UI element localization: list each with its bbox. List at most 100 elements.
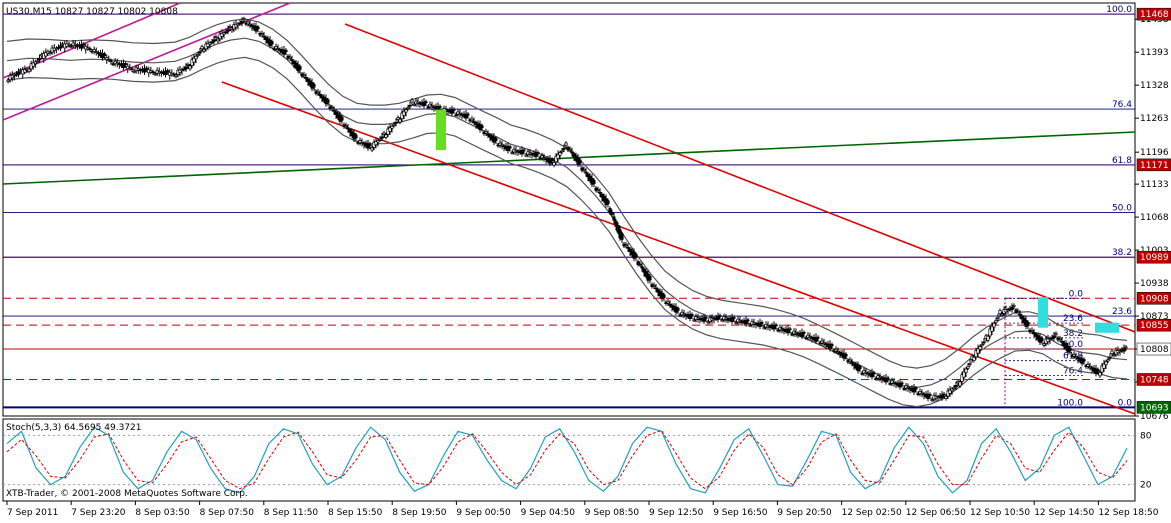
candle-body: [422, 101, 426, 107]
candle-body: [58, 45, 63, 49]
candle-body: [48, 52, 52, 54]
candle-body: [228, 25, 232, 28]
candle-body: [1018, 313, 1022, 316]
time-tick-label: 8 Sep 19:50: [392, 508, 447, 518]
time-tick-label: 9 Sep 16:50: [713, 508, 768, 518]
candle-body: [130, 68, 134, 70]
copyright-text: XTB-Trader, © 2001-2008 MetaQuotes Softw…: [6, 489, 248, 499]
candle-body: [1102, 363, 1106, 369]
candle-body: [554, 155, 558, 163]
stoch-signal-line[interactable]: [6, 429, 1128, 490]
candle-body: [976, 348, 980, 354]
candle-body: [1124, 346, 1128, 349]
candle-body: [560, 150, 564, 153]
candle-body: [950, 388, 954, 392]
candle-body: [470, 118, 474, 121]
candle-body: [312, 83, 316, 88]
candle-body: [638, 263, 642, 266]
candle-body: [206, 43, 210, 47]
channel-upper-line[interactable]: [344, 23, 1136, 333]
candle-body: [37, 58, 42, 61]
candle-body: [1086, 364, 1090, 367]
green-highlight-mark[interactable]: [436, 109, 446, 151]
candle-body: [990, 325, 994, 332]
candle-body: [858, 366, 862, 370]
candle-body: [586, 173, 590, 178]
price-pane[interactable]: [2, 2, 1136, 417]
candle-body: [1000, 313, 1004, 316]
candle-body: [105, 57, 109, 60]
candle-body: [628, 248, 632, 252]
candle-body: [850, 362, 854, 364]
candle-body: [398, 118, 402, 123]
candle-body: [570, 151, 574, 154]
channel-lower-line[interactable]: [221, 81, 1136, 415]
candle-body: [454, 114, 458, 116]
candle-body: [980, 344, 984, 347]
candle-body: [582, 169, 586, 171]
candle-body: [424, 101, 428, 104]
candle-body: [802, 332, 806, 334]
candle-body: [124, 63, 128, 65]
candle-body: [1110, 350, 1114, 354]
bollinger-upper[interactable]: [6, 18, 1128, 369]
candle-body: [292, 60, 296, 65]
candle-body: [572, 153, 576, 158]
candle-body: [380, 136, 384, 139]
stoch-main-line[interactable]: [6, 426, 1128, 494]
cyan-highlight-mark-1[interactable]: [1038, 297, 1048, 328]
candle-body: [408, 105, 412, 107]
candle-body: [334, 111, 338, 115]
candle-body: [246, 21, 250, 25]
time-tick-label: 7 Sep 23:20: [71, 508, 126, 518]
candle-body: [270, 41, 274, 45]
candle-body: [88, 48, 92, 50]
candle-body: [394, 122, 398, 124]
candle-body: [522, 149, 526, 152]
price-tick-label: 10873: [1140, 312, 1169, 322]
candle-body: [44, 52, 48, 57]
fib-major-label: 38.2: [1112, 248, 1132, 258]
candle-body: [1042, 343, 1046, 346]
candle-body: [998, 310, 1002, 315]
candle-body: [612, 216, 616, 221]
candle-body: [566, 147, 570, 151]
candle-body: [568, 148, 572, 151]
candle-body: [472, 121, 476, 123]
candle-body: [758, 322, 762, 327]
candle-body: [410, 99, 414, 103]
candle-body: [690, 314, 694, 316]
candle-body: [1012, 305, 1016, 307]
candle-body: [452, 108, 456, 111]
cyan-highlight-mark-2[interactable]: [1095, 322, 1119, 333]
stochastic-pane[interactable]: [2, 418, 1136, 502]
candle-body: [17, 72, 21, 75]
fib-minor-label: 76.4: [1063, 366, 1083, 376]
candle-body: [662, 294, 666, 299]
candle-body: [498, 142, 502, 146]
price-tag-10908: 10908: [1140, 294, 1169, 304]
candle-body: [35, 60, 40, 63]
green-trend-line[interactable]: [2, 131, 1136, 185]
candle-body: [384, 134, 388, 138]
candle-body: [27, 68, 31, 72]
price-tag-11468: 11468: [1140, 10, 1169, 20]
candle-body: [1096, 369, 1100, 372]
candle-body: [1046, 338, 1050, 342]
time-tick-label: 9 Sep 04:50: [521, 508, 576, 518]
bollinger-middle[interactable]: [6, 37, 1128, 389]
candle-body: [988, 328, 992, 337]
candle-body: [298, 66, 302, 70]
candle-body: [692, 319, 696, 322]
candle-body: [540, 155, 544, 159]
candle-body: [786, 328, 790, 334]
candle-body: [484, 131, 488, 134]
candle-body: [145, 67, 149, 70]
candle-body: [760, 322, 764, 324]
candle-body: [200, 46, 204, 50]
candle-body: [242, 18, 246, 21]
candle-body: [772, 325, 776, 330]
candle-body: [1014, 309, 1018, 313]
